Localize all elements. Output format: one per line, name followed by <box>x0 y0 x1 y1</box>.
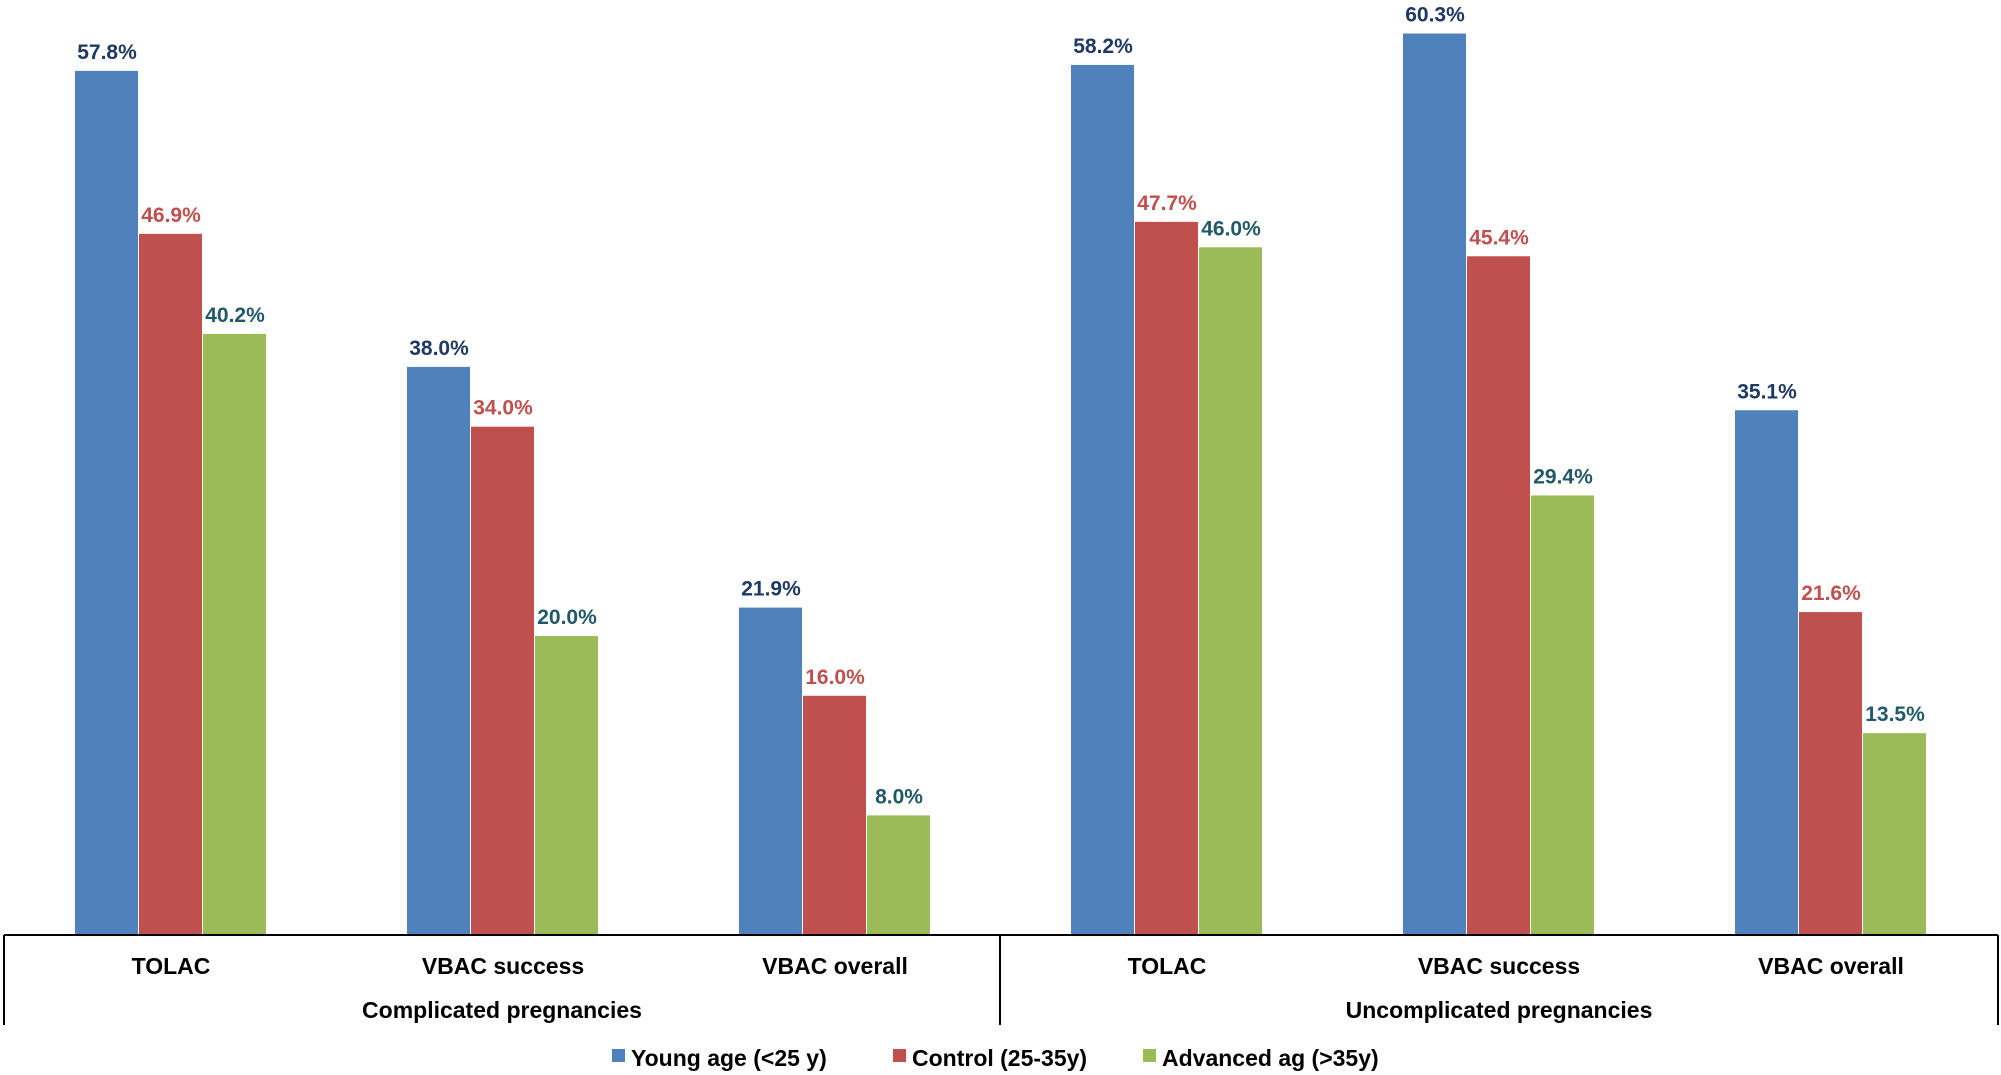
data-label: 29.4% <box>1533 465 1593 488</box>
legend-swatch <box>1143 1049 1156 1062</box>
group-label: Complicated pregnancies <box>362 997 642 1023</box>
data-label: 45.4% <box>1469 226 1529 249</box>
bar <box>535 636 598 935</box>
x-tick-label: VBAC success <box>422 953 584 979</box>
data-label: 60.3% <box>1405 4 1465 27</box>
bar <box>203 334 266 935</box>
x-tick-label: VBAC overall <box>762 953 908 979</box>
bar <box>1071 64 1134 935</box>
bar <box>867 815 930 935</box>
data-label: 38.0% <box>409 337 469 360</box>
bar <box>407 366 470 935</box>
data-label: 16.0% <box>805 666 865 689</box>
legend-label: Control (25-35y) <box>912 1045 1087 1071</box>
bar <box>1467 256 1530 935</box>
data-label: 57.8% <box>77 41 137 64</box>
x-axis: TOLAC VBAC success VBAC overall TOLAC VBAC s… <box>3 934 1999 1025</box>
bar <box>1403 33 1466 935</box>
bar <box>1735 410 1798 935</box>
bar <box>1199 247 1262 936</box>
legend: Young age (<25 y) Control (25-35y) Advance… <box>612 1045 1379 1071</box>
data-label: 13.5% <box>1865 703 1925 726</box>
legend-label: Advanced ag (>35y) <box>1162 1045 1379 1071</box>
x-tick-label: TOLAC <box>132 953 211 979</box>
data-labels-layer: 57.8% 46.9% 40.2% 38.0% 34.0% 20.0% 21.9% 16.0%… <box>77 4 1925 809</box>
data-label: 20.0% <box>537 606 597 629</box>
x-tick-label: TOLAC <box>1128 953 1207 979</box>
data-label: 40.2% <box>205 304 265 327</box>
group-label: Uncomplicated pregnancies <box>1346 997 1653 1023</box>
data-label: 21.6% <box>1801 582 1861 605</box>
bar <box>139 233 202 936</box>
legend-label: Young age (<25 y) <box>631 1045 827 1071</box>
data-label: 21.9% <box>741 578 801 601</box>
x-tick-label: VBAC success <box>1418 953 1580 979</box>
bar <box>1135 221 1198 935</box>
data-label: 58.2% <box>1073 35 1133 58</box>
bar <box>471 426 534 935</box>
data-label: 35.1% <box>1737 380 1797 403</box>
bar <box>803 695 866 935</box>
legend-swatch <box>612 1049 625 1062</box>
bar <box>1863 733 1926 935</box>
bar <box>739 607 802 935</box>
x-tick-label: VBAC overall <box>1758 953 1904 979</box>
data-label: 8.0% <box>875 785 923 808</box>
data-label: 46.9% <box>141 204 201 227</box>
bar <box>1799 612 1862 935</box>
data-label: 34.0% <box>473 397 533 420</box>
bars-layer <box>75 33 1926 936</box>
data-label: 47.7% <box>1137 192 1197 215</box>
data-label: 46.0% <box>1201 217 1261 240</box>
bar <box>75 70 138 935</box>
legend-swatch <box>893 1049 906 1062</box>
bar <box>1531 495 1594 935</box>
